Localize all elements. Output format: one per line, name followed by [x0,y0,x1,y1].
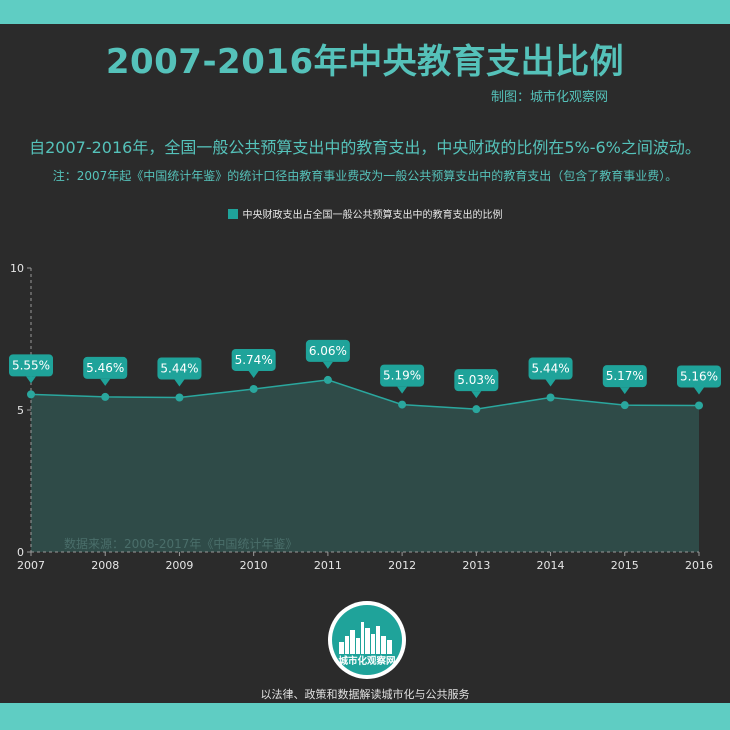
chart-subtitle: 自2007-2016年，全国一般公共预算支出中的教育支出，中央财政的比例在5%-… [29,138,701,157]
data-label-pointer [174,379,185,387]
data-label: 5.46% [83,356,128,386]
chart-legend: 中央财政支出占全国一般公共预算支出中的教育支出的比例 [0,206,730,221]
data-label-bg [83,356,128,379]
data-label: 5.17% [602,365,647,395]
series-line [30,379,700,410]
data-label-text: 5.55% [12,358,50,372]
data-label: 5.74% [231,348,276,378]
data-point [249,384,258,393]
chart-credit: 制图：城市化观察网 [490,90,608,105]
data-label-text: 5.03% [457,373,495,387]
skyline-icon [339,622,392,654]
logo-graphic: 城市化观察网 [328,601,406,679]
bottom-band [0,703,730,730]
legend-swatch [227,209,238,219]
data-label-text: 5.16% [680,369,718,383]
x-tick-label: 2016 [685,559,713,572]
y-tick-label: 0 [17,546,24,559]
data-label-text: 5.44% [531,362,569,376]
data-label-pointer [322,361,333,369]
x-tick-label: 2013 [462,559,490,572]
data-point [398,400,407,409]
data-label-text: 5.17% [606,369,644,383]
x-tick-label: 2012 [388,559,416,572]
data-label: 5.03% [454,369,499,399]
data-point [323,375,332,384]
data-label-pointer [619,387,630,395]
page-title: 2007-2016年中央教育支出比例 [105,42,625,82]
x-tick-label: 2009 [165,559,193,572]
data-label-text: 5.74% [235,353,273,367]
data-label-pointer [26,376,36,384]
data-label-bg [380,364,425,387]
data-point [101,392,110,401]
x-tick-label: 2010 [240,559,268,572]
data-label: 5.55% [9,354,53,384]
data-label: 5.44% [528,357,573,387]
data-label: 5.19% [380,364,425,394]
data-source: 数据来源：2008-2017年《中国统计年鉴》 [64,536,297,551]
data-point [472,405,481,414]
data-label-pointer [397,386,408,394]
y-tick-label: 10 [10,262,24,275]
data-point [175,393,184,402]
area-fill [31,379,699,552]
data-label: 5.16% [677,365,721,395]
data-label-bg [677,365,721,388]
area-chart: 数据来源：2008-2017年《中国统计年鉴》 0 5 10 5.55% 2007 5.46… [9,262,721,572]
data-label-bg [157,357,202,380]
data-label-bg [305,339,350,362]
data-label-pointer [248,370,259,378]
data-label-bg [9,354,53,377]
data-point [546,393,555,402]
top-band [0,0,730,24]
data-label-bg [528,357,573,380]
data-label-bg [602,365,647,388]
x-tick-label: 2011 [314,559,342,572]
logo-text: 城市化观察网 [338,655,395,667]
data-label-pointer [100,378,111,386]
site-logo: 城市化观察网 [327,600,407,680]
data-label: 6.06% [305,339,350,369]
data-point [27,390,35,399]
data-label-bg [454,369,499,392]
x-tick-label: 2015 [611,559,639,572]
data-label-pointer [694,387,704,395]
chart-note: 注：2007年起《中国统计年鉴》的统计口径由教育事业费改为一般公共预算支出中的教… [52,169,678,183]
x-tick-label: 2008 [91,559,119,572]
site-slogan: 以法律、政策和数据解读城市化与公共服务 [260,688,470,701]
data-label-text: 5.19% [383,369,421,383]
data-label-pointer [545,379,556,387]
y-tick-label: 5 [17,404,24,417]
data-point [620,401,629,410]
data-label-text: 5.46% [86,361,124,375]
data-label-bg [231,348,276,371]
data-label: 5.44% [157,357,202,387]
data-label-text: 5.44% [160,362,198,376]
data-label-pointer [471,391,482,399]
data-point [695,401,703,410]
data-label-text: 6.06% [309,344,347,358]
legend-label: 中央财政支出占全国一般公共预算支出中的教育支出的比例 [242,210,503,221]
x-tick-label: 2007 [17,559,45,572]
x-tick-label: 2014 [537,559,565,572]
